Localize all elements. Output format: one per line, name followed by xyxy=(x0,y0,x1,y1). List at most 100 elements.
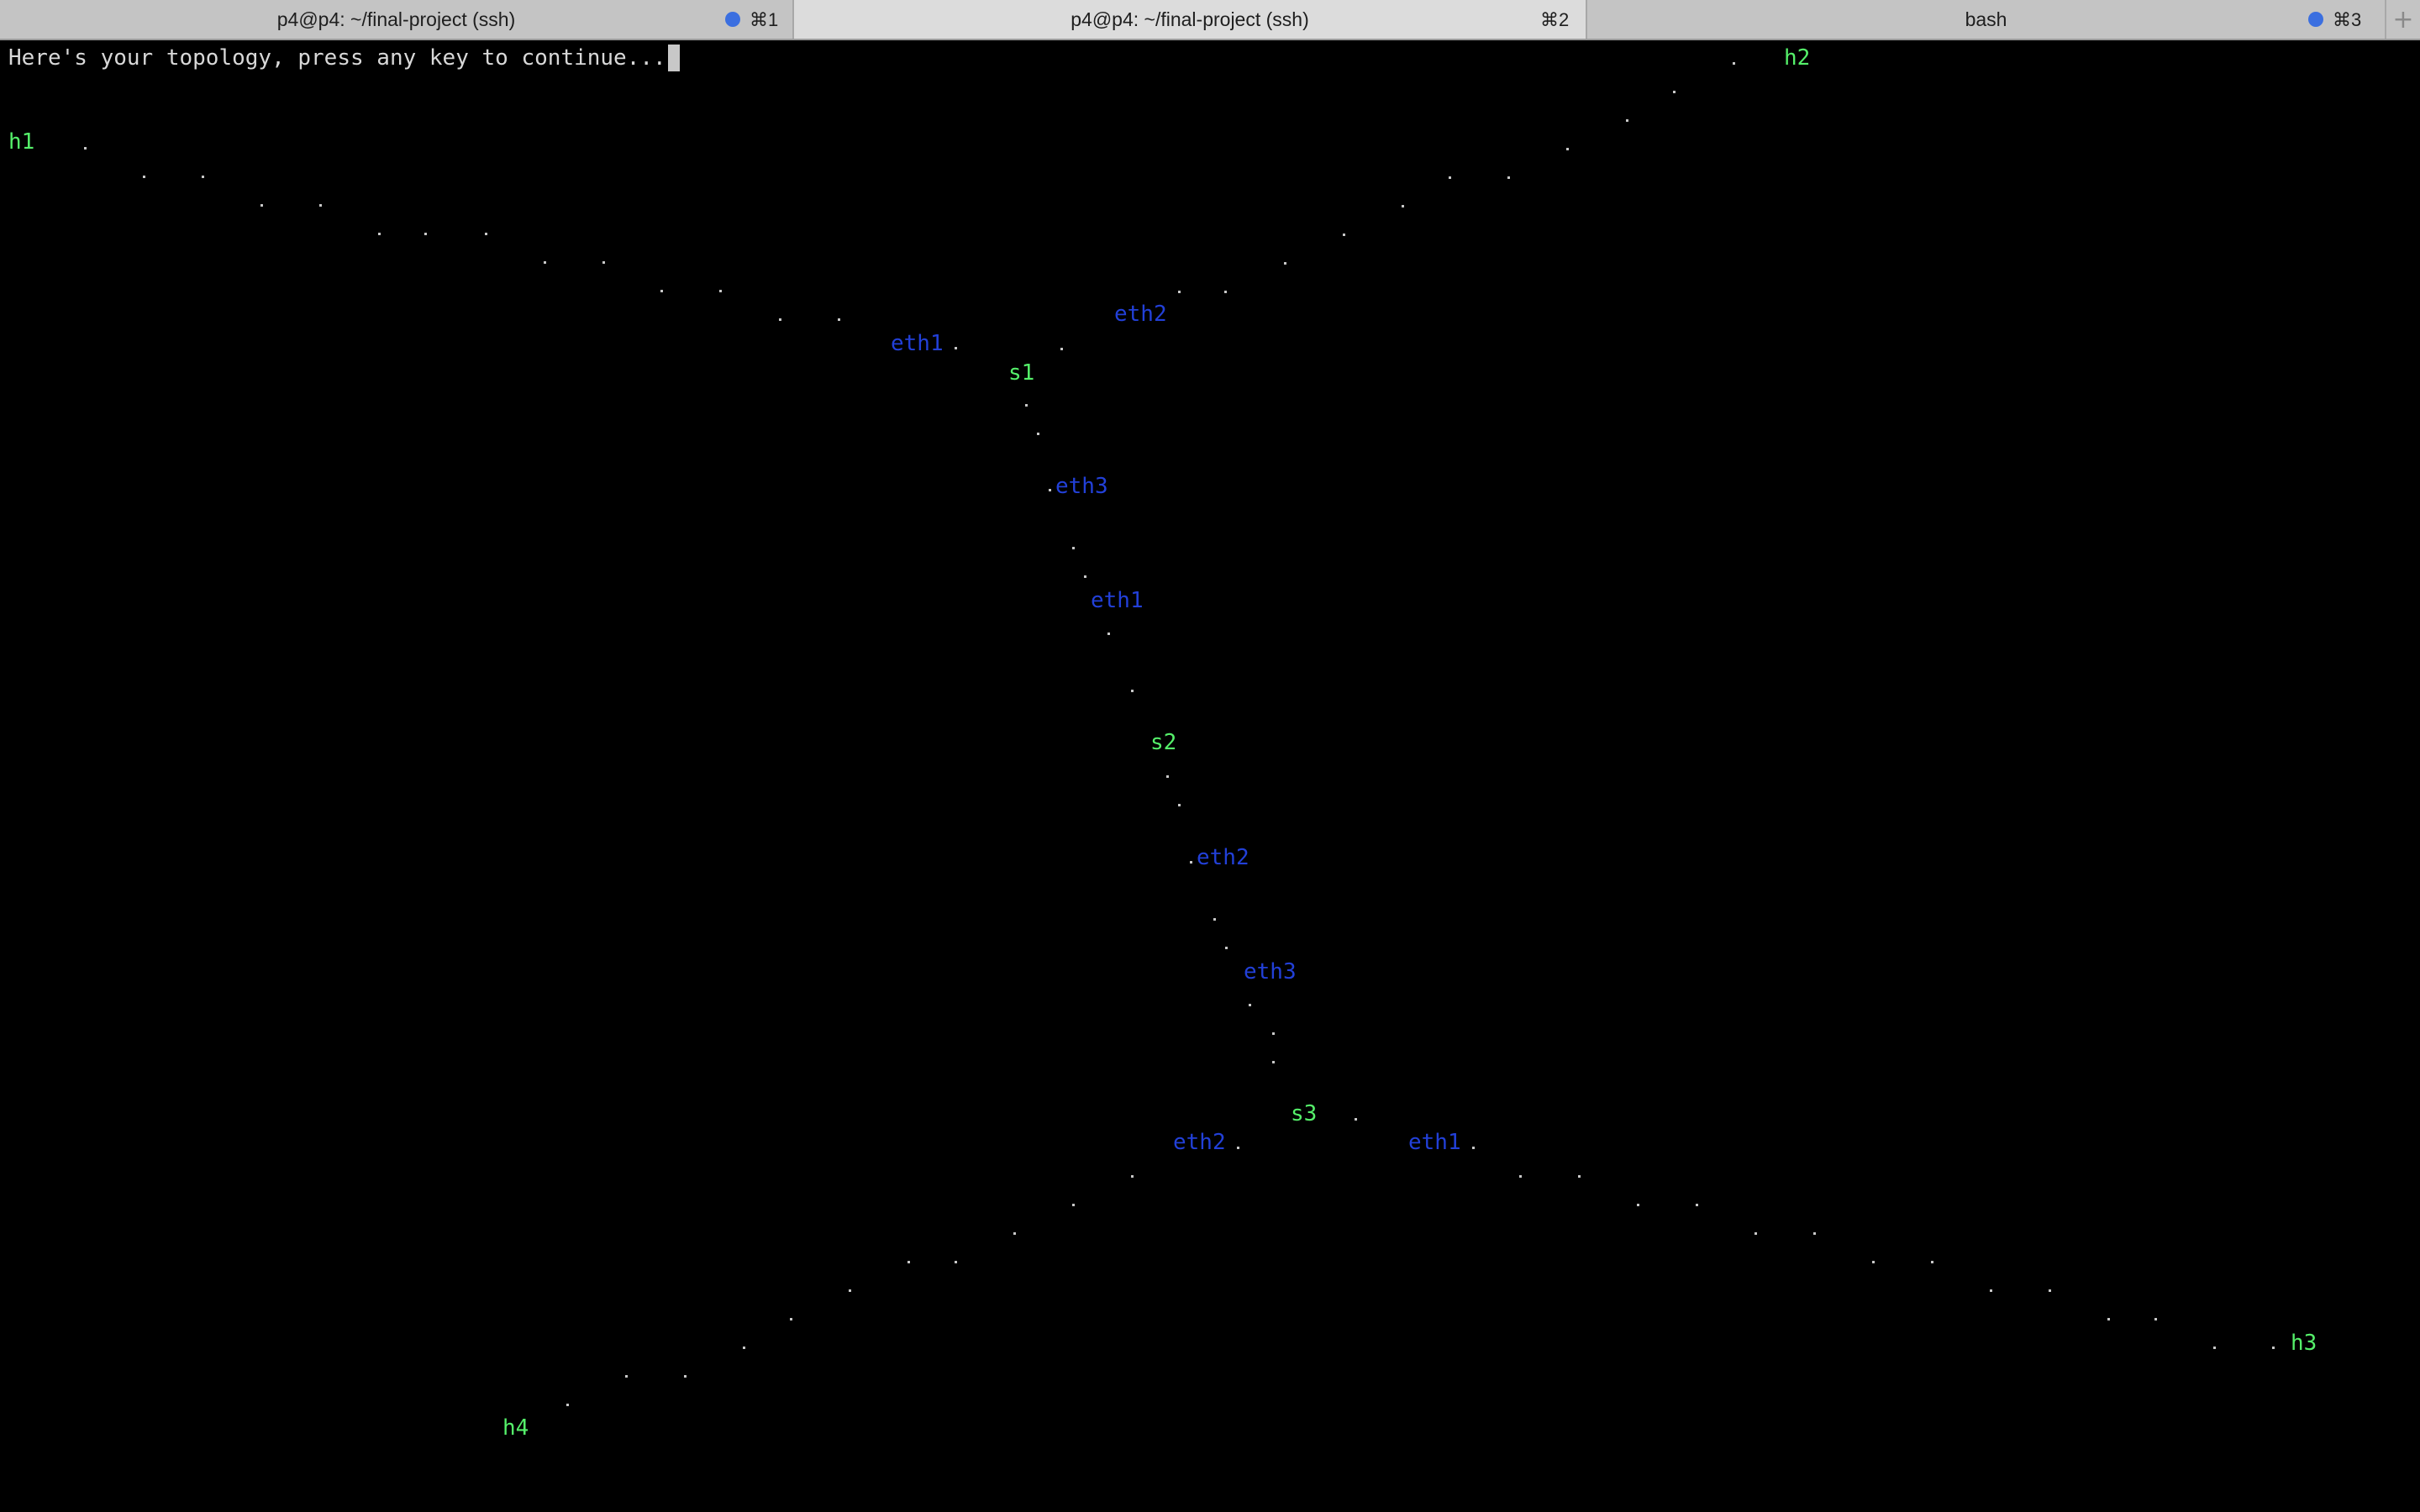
link-dot xyxy=(1237,1147,1239,1149)
interface-label-s2-eth1: eth1 xyxy=(1091,588,1144,613)
link-dot xyxy=(955,347,957,349)
interface-label-s1-eth3: eth3 xyxy=(1055,474,1108,499)
link-dot xyxy=(1107,633,1110,635)
link-dot xyxy=(1272,1061,1275,1063)
link-dot xyxy=(1072,547,1075,549)
link-dot xyxy=(378,233,381,235)
link-dot xyxy=(143,176,145,178)
link-dot xyxy=(1225,947,1228,949)
link-dot xyxy=(1284,262,1286,265)
interface-label-s2-eth2: eth2 xyxy=(1197,845,1249,870)
tab-shortcut: ⌘2 xyxy=(1540,9,1570,30)
link-dot xyxy=(1673,91,1676,93)
link-dot xyxy=(1178,804,1181,806)
link-dot xyxy=(1131,690,1134,692)
link-dot xyxy=(719,290,722,292)
node-label-s1: s1 xyxy=(1008,360,1035,386)
interface-label-s2-eth3: eth3 xyxy=(1244,959,1297,984)
tab-title: p4@p4: ~/final-project (ssh) xyxy=(1071,8,1309,30)
link-dot xyxy=(2049,1289,2051,1292)
link-dot xyxy=(1166,775,1169,778)
link-dot xyxy=(544,261,546,264)
tab-ssh-1[interactable]: p4@p4: ~/final-project (ssh) ⌘1 xyxy=(0,0,794,39)
link-dot xyxy=(1733,62,1735,65)
node-label-h4: h4 xyxy=(502,1415,529,1441)
link-dot xyxy=(1990,1289,1992,1292)
link-dot xyxy=(2213,1347,2216,1349)
activity-dot-icon xyxy=(2308,12,2323,27)
link-dot xyxy=(908,1261,910,1263)
link-dot xyxy=(84,147,87,150)
link-dot xyxy=(2272,1347,2275,1349)
node-label-s2: s2 xyxy=(1150,730,1177,755)
link-dot xyxy=(1626,119,1628,122)
node-label-h1: h1 xyxy=(8,129,35,155)
node-label-h2: h2 xyxy=(1784,45,1811,71)
link-dot xyxy=(1060,348,1063,350)
link-dot xyxy=(1578,1175,1581,1178)
link-dot xyxy=(1402,205,1404,207)
link-dot xyxy=(1519,1175,1522,1178)
link-dot xyxy=(1224,291,1227,293)
link-dot xyxy=(1190,861,1192,864)
activity-dot-icon xyxy=(725,12,740,27)
link-dot xyxy=(1637,1204,1639,1206)
link-dot xyxy=(1249,1004,1251,1006)
node-label-s3: s3 xyxy=(1291,1101,1318,1126)
link-dot xyxy=(1472,1147,1475,1149)
link-dot xyxy=(779,318,781,321)
terminal-output-line: Here's your topology, press any key to c… xyxy=(8,44,680,72)
link-dot xyxy=(1084,575,1086,578)
tab-ssh-2[interactable]: p4@p4: ~/final-project (ssh) ⌘2 xyxy=(794,0,1587,39)
link-dot xyxy=(485,233,487,235)
link-dot xyxy=(202,176,204,178)
interface-label-s1-eth1: eth1 xyxy=(891,331,944,356)
prompt-text: Here's your topology, press any key to c… xyxy=(8,45,666,71)
tab-shortcut: ⌘1 xyxy=(750,9,779,30)
link-dot xyxy=(1072,1204,1075,1206)
terminal-cursor xyxy=(667,45,680,71)
link-dot xyxy=(2154,1318,2157,1320)
link-dot xyxy=(625,1375,628,1378)
new-tab-plus-icon[interactable]: + xyxy=(2392,4,2414,34)
link-dot xyxy=(260,204,263,207)
link-dot xyxy=(1131,1175,1134,1178)
link-dot xyxy=(1449,176,1451,179)
link-dot xyxy=(1213,918,1216,921)
link-dot xyxy=(1754,1232,1757,1235)
interface-label-s1-eth2: eth2 xyxy=(1114,302,1167,327)
tab-bar: p4@p4: ~/final-project (ssh) ⌘1 p4@p4: ~… xyxy=(0,0,2420,40)
link-dot xyxy=(955,1261,957,1263)
link-dot xyxy=(1872,1261,1875,1263)
link-dot xyxy=(660,290,663,292)
link-dot xyxy=(602,261,605,264)
link-dot xyxy=(1272,1032,1275,1035)
link-dot xyxy=(1813,1232,1816,1235)
link-dot xyxy=(1507,176,1510,179)
node-label-h3: h3 xyxy=(2291,1331,2317,1356)
link-dot xyxy=(2107,1318,2110,1320)
link-dot xyxy=(790,1318,792,1320)
link-dot xyxy=(1931,1261,1933,1263)
link-dot xyxy=(838,318,840,321)
link-dot xyxy=(1343,234,1345,236)
link-dot xyxy=(1566,148,1569,150)
link-dot xyxy=(743,1347,745,1349)
interface-label-s3-eth1: eth1 xyxy=(1408,1130,1461,1155)
tab-shortcut: ⌘3 xyxy=(2333,9,2362,30)
link-dot xyxy=(319,204,322,207)
link-dot xyxy=(1013,1232,1016,1235)
link-dot xyxy=(1025,404,1028,407)
link-dot xyxy=(684,1375,687,1378)
link-dot xyxy=(1037,433,1039,435)
link-dot xyxy=(1355,1118,1357,1121)
interface-label-s3-eth2: eth2 xyxy=(1173,1130,1226,1155)
link-dot xyxy=(1696,1204,1698,1206)
link-dot xyxy=(566,1404,569,1406)
link-dot xyxy=(1049,489,1051,491)
terminal-viewport[interactable]: Here's your topology, press any key to c… xyxy=(0,40,2420,1512)
tab-title: p4@p4: ~/final-project (ssh) xyxy=(276,8,516,30)
link-dot xyxy=(849,1289,851,1292)
tab-title: bash xyxy=(1965,8,2007,30)
tab-bash[interactable]: bash ⌘3 xyxy=(1587,0,2386,39)
